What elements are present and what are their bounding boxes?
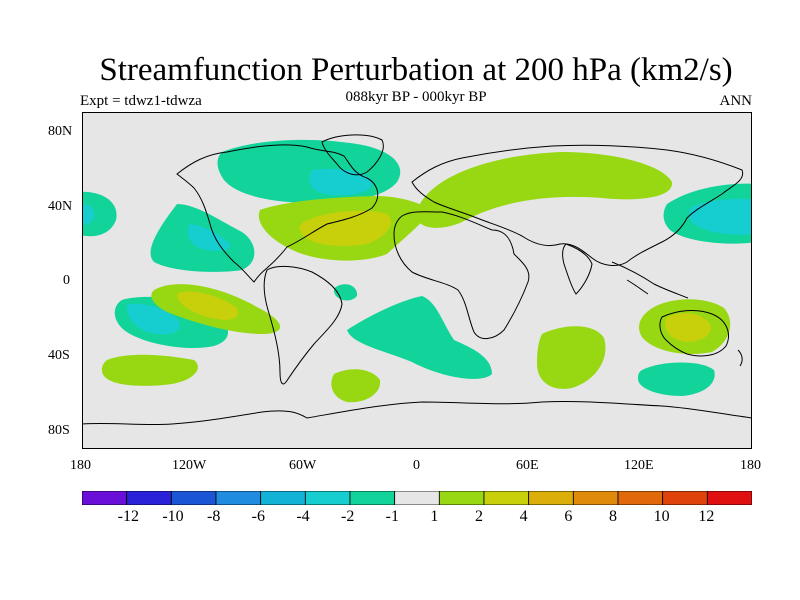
plot-title: Streamfunction Perturbation at 200 hPa (…	[99, 52, 733, 88]
strong-negative-core-north-america	[309, 168, 373, 196]
colorbar-label: 4	[519, 508, 528, 525]
coastlines	[82, 134, 752, 426]
lon-label-180w: 180	[70, 458, 91, 473]
map-border	[82, 112, 752, 449]
colorbar-label: -8	[207, 508, 221, 525]
streamfunction-map	[82, 112, 752, 449]
map-panel	[82, 112, 752, 449]
colorbar-box	[483, 491, 530, 505]
strong-negative-core-south-pacific	[126, 303, 180, 335]
colorbar-box	[260, 491, 306, 505]
lat-label-80n: 80N	[48, 124, 73, 139]
colorbar-box	[528, 491, 574, 505]
lat-label-40s: 40S	[48, 348, 70, 363]
coastline-greenland	[321, 134, 384, 176]
colorbar-box	[215, 491, 262, 505]
coastline-antarctica	[82, 400, 752, 426]
coastline-africa-eurasia	[393, 211, 530, 339]
lat-label-80s: 80S	[48, 423, 70, 438]
negative-region-south-atlantic	[347, 296, 492, 379]
positive-region-indian-ocean	[537, 326, 606, 389]
map-background	[82, 112, 752, 449]
contour-fills	[82, 139, 752, 403]
coastline-india	[562, 243, 593, 295]
strong-negative-core-japan	[689, 198, 752, 235]
colorbar-box	[572, 491, 619, 505]
coastline-south-america	[263, 265, 343, 385]
colorbar-label: -10	[162, 508, 184, 525]
lon-label-180e: 180	[740, 458, 761, 473]
lon-label-60e: 60E	[516, 458, 539, 473]
colorbar-label: -12	[117, 508, 139, 525]
colorbar-box	[438, 491, 485, 505]
colorbar-label: 8	[609, 508, 617, 525]
colorbar-label: -2	[341, 508, 355, 525]
colorbar-box	[617, 491, 664, 505]
positive-region-eurasia	[416, 152, 673, 228]
coastline-new-zealand	[737, 349, 743, 367]
negative-region-nw-pacific	[82, 191, 117, 237]
colorbar-box	[170, 491, 217, 505]
colorbar-label: 2	[475, 508, 483, 525]
season-label: ANN	[719, 93, 753, 109]
colorbar-box	[82, 491, 128, 505]
colorbar	[82, 491, 752, 505]
experiment-label: Expt = tdwz1-tdwza	[80, 93, 202, 109]
colorbar-label: 1	[430, 508, 439, 525]
colorbar-box	[126, 491, 172, 505]
lon-label-0: 0	[413, 458, 420, 473]
colorbar-box	[662, 491, 708, 505]
strong-positive-core-australia	[665, 313, 711, 342]
negative-region-southern-ocean	[637, 362, 715, 396]
colorbar-label: -4	[296, 508, 310, 525]
strong-positive-core-north-atlantic	[299, 210, 391, 246]
colorbar-box	[706, 491, 752, 505]
coastline-southeast-asia	[611, 261, 689, 299]
lon-label-60w: 60W	[289, 458, 317, 473]
lon-label-120w: 120W	[172, 458, 207, 473]
strong-negative-core-nw-pacific	[82, 203, 95, 226]
plot-subtitle: 088kyr BP - 000kyr BP	[345, 89, 487, 105]
coastline-north-america	[176, 144, 379, 283]
colorbar-label: -1	[385, 508, 399, 525]
lat-label-eq: 0	[63, 273, 70, 288]
lat-label-40n: 40N	[48, 199, 73, 214]
colorbar-label: 6	[564, 508, 573, 525]
colorbar-box	[304, 491, 351, 505]
colorbar-label: -6	[251, 508, 265, 525]
positive-region-se-pacific	[101, 354, 198, 386]
colorbar-box	[394, 491, 440, 505]
lon-label-120e: 120E	[624, 458, 654, 473]
colorbar-label: 12	[698, 508, 715, 525]
strong-positive-core-south-pacific	[177, 291, 239, 320]
positive-region-far-south-atlantic	[331, 369, 381, 403]
colorbar-label: 10	[653, 508, 670, 525]
coastline-europe-asia	[411, 144, 744, 266]
coastline-australia	[659, 309, 729, 357]
colorbar-box	[349, 491, 396, 505]
